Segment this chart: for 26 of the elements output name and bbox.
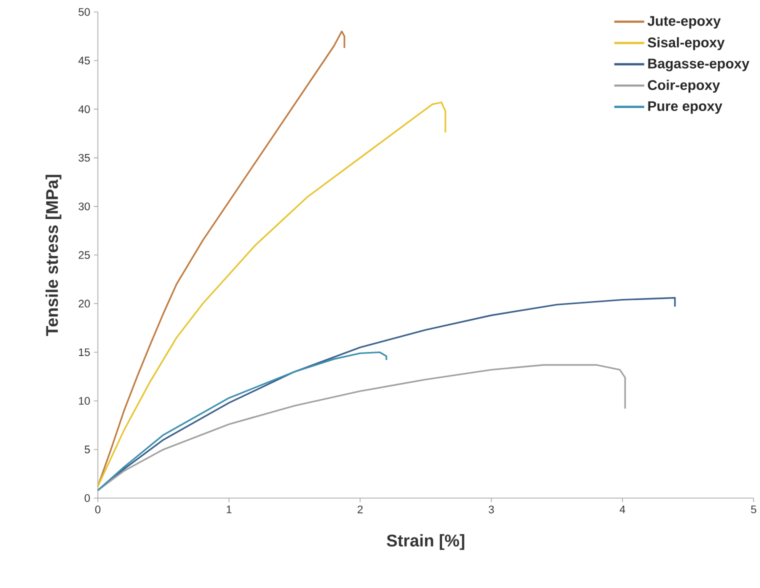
x-tick-label: 5 bbox=[751, 506, 756, 514]
x-axis-title: Strain [%] bbox=[386, 534, 464, 550]
x-tick-label: 0 bbox=[95, 506, 100, 514]
y-tick-label: 45 bbox=[78, 56, 90, 64]
y-tick-label: 50 bbox=[78, 8, 90, 16]
y-axis-title: Tensile stress [MPa] bbox=[46, 174, 62, 336]
y-tick-label: 35 bbox=[78, 154, 90, 162]
y-tick-label: 40 bbox=[78, 105, 90, 114]
legend-label: Jute-epoxy bbox=[648, 16, 721, 29]
legend-label: Sisal-epoxy bbox=[648, 37, 725, 50]
line-series bbox=[97, 364, 626, 492]
y-tick-label: 25 bbox=[78, 251, 90, 259]
y-tick-label: 0 bbox=[84, 494, 90, 502]
y-tick-label: 30 bbox=[78, 202, 90, 210]
legend-label: Bagasse-epoxy bbox=[648, 58, 750, 72]
y-tick-label: 20 bbox=[78, 300, 90, 308]
y-tick-label: 5 bbox=[84, 446, 90, 454]
legend-label: Pure epoxy bbox=[648, 101, 722, 114]
y-tick-label: 10 bbox=[78, 397, 90, 405]
line-series bbox=[97, 352, 388, 492]
x-tick-label: 3 bbox=[488, 506, 494, 514]
x-tick-label: 4 bbox=[620, 506, 626, 514]
legend-label: Coir-epoxy bbox=[648, 80, 720, 93]
y-tick-label: 15 bbox=[78, 348, 90, 356]
x-tick-label: 2 bbox=[358, 506, 363, 514]
x-tick-label: 1 bbox=[226, 506, 232, 514]
